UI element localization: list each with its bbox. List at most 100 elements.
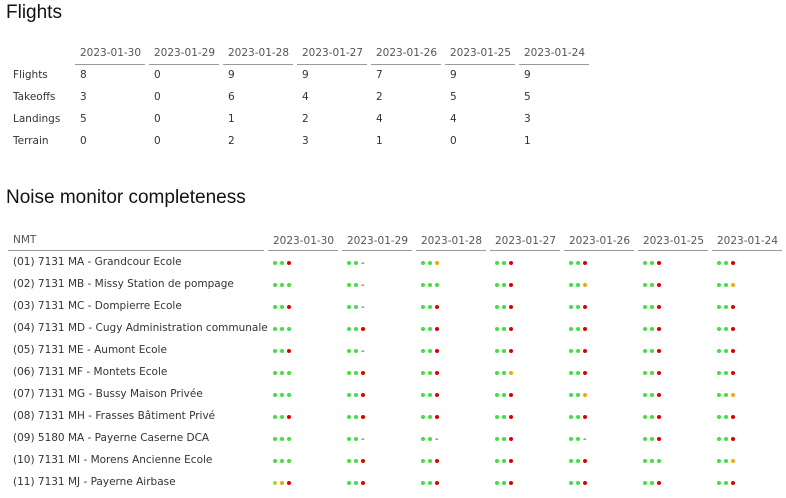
header-underline bbox=[8, 250, 264, 251]
status-cell bbox=[273, 279, 294, 291]
status-dot bbox=[421, 437, 425, 441]
status-cell: - bbox=[347, 257, 365, 269]
status-dot bbox=[717, 349, 721, 353]
status-dot bbox=[717, 283, 721, 287]
status-dot bbox=[717, 437, 721, 441]
section-title: Flights bbox=[6, 2, 62, 23]
status-cell bbox=[643, 433, 664, 445]
status-dot bbox=[347, 283, 351, 287]
status-dot bbox=[361, 481, 365, 485]
status-cell bbox=[643, 477, 664, 489]
status-cell bbox=[717, 433, 738, 445]
status-cell bbox=[717, 345, 738, 357]
cell-value: 5 bbox=[450, 91, 457, 103]
status-dot bbox=[509, 437, 513, 441]
cell-value: 5 bbox=[524, 91, 531, 103]
status-dot bbox=[347, 481, 351, 485]
cell-value: 3 bbox=[80, 91, 87, 103]
cell-value: 7 bbox=[376, 69, 383, 81]
status-dot bbox=[643, 481, 647, 485]
status-dot bbox=[287, 327, 291, 331]
status-dot bbox=[280, 371, 284, 375]
status-cell bbox=[643, 301, 664, 313]
status-dot bbox=[509, 305, 513, 309]
column-header: 2023-01-30 bbox=[80, 47, 142, 59]
cell-value: 0 bbox=[80, 135, 87, 147]
status-dot bbox=[576, 459, 580, 463]
status-dot bbox=[643, 261, 647, 265]
column-header: 2023-01-25 bbox=[643, 235, 705, 247]
status-cell: - bbox=[347, 301, 365, 313]
status-cell bbox=[717, 411, 738, 423]
status-dot bbox=[509, 393, 513, 397]
status-cell bbox=[569, 477, 590, 489]
status-cell bbox=[717, 323, 738, 335]
status-dot bbox=[347, 459, 351, 463]
cell-value: 4 bbox=[450, 113, 457, 125]
status-cell: - bbox=[421, 433, 439, 445]
status-dot bbox=[421, 261, 425, 265]
header-underline bbox=[638, 250, 708, 251]
status-dot bbox=[428, 327, 432, 331]
header-underline bbox=[75, 64, 145, 65]
status-dot bbox=[361, 459, 365, 463]
status-dot bbox=[509, 327, 513, 331]
status-cell bbox=[495, 323, 516, 335]
status-dot bbox=[428, 371, 432, 375]
status-dot bbox=[724, 437, 728, 441]
row-label: (05) 7131 ME - Aumont Ecole bbox=[13, 344, 167, 356]
status-dot bbox=[724, 371, 728, 375]
status-dot bbox=[435, 393, 439, 397]
status-dot bbox=[731, 371, 735, 375]
status-dot bbox=[576, 371, 580, 375]
status-cell: - bbox=[347, 279, 365, 291]
column-header: 2023-01-28 bbox=[421, 235, 483, 247]
status-dot bbox=[643, 415, 647, 419]
cell-value: 5 bbox=[80, 113, 87, 125]
status-dot bbox=[731, 305, 735, 309]
column-header: 2023-01-26 bbox=[569, 235, 631, 247]
status-dot bbox=[280, 327, 284, 331]
status-cell bbox=[273, 345, 294, 357]
status-dot bbox=[576, 283, 580, 287]
column-header: 2023-01-25 bbox=[450, 47, 512, 59]
status-cell bbox=[643, 279, 664, 291]
status-dot bbox=[583, 305, 587, 309]
status-cell bbox=[569, 367, 590, 379]
status-dot bbox=[287, 349, 291, 353]
status-dot bbox=[583, 371, 587, 375]
status-cell bbox=[273, 411, 294, 423]
status-dot bbox=[643, 437, 647, 441]
header-underline bbox=[564, 250, 634, 251]
status-dot bbox=[428, 459, 432, 463]
status-dot bbox=[724, 261, 728, 265]
status-dot bbox=[724, 459, 728, 463]
status-dot bbox=[724, 349, 728, 353]
status-dot bbox=[428, 305, 432, 309]
status-dot bbox=[421, 349, 425, 353]
status-dot bbox=[435, 415, 439, 419]
status-dot bbox=[347, 261, 351, 265]
status-dot bbox=[280, 437, 284, 441]
status-dot bbox=[354, 349, 358, 353]
status-cell bbox=[643, 389, 664, 401]
status-dot bbox=[347, 415, 351, 419]
status-dot bbox=[717, 415, 721, 419]
status-dot bbox=[650, 305, 654, 309]
status-dot bbox=[280, 393, 284, 397]
status-cell bbox=[643, 455, 664, 467]
cell-value: 3 bbox=[524, 113, 531, 125]
status-dot bbox=[502, 349, 506, 353]
status-cell bbox=[421, 455, 442, 467]
status-dot bbox=[509, 481, 513, 485]
status-cell bbox=[347, 389, 368, 401]
status-cell bbox=[421, 323, 442, 335]
status-dot bbox=[657, 415, 661, 419]
status-cell bbox=[273, 367, 294, 379]
status-dot bbox=[509, 349, 513, 353]
status-dot bbox=[569, 371, 573, 375]
status-missing: - bbox=[361, 345, 365, 357]
column-header: 2023-01-24 bbox=[524, 47, 586, 59]
status-cell bbox=[717, 257, 738, 269]
cell-value: 6 bbox=[228, 91, 235, 103]
